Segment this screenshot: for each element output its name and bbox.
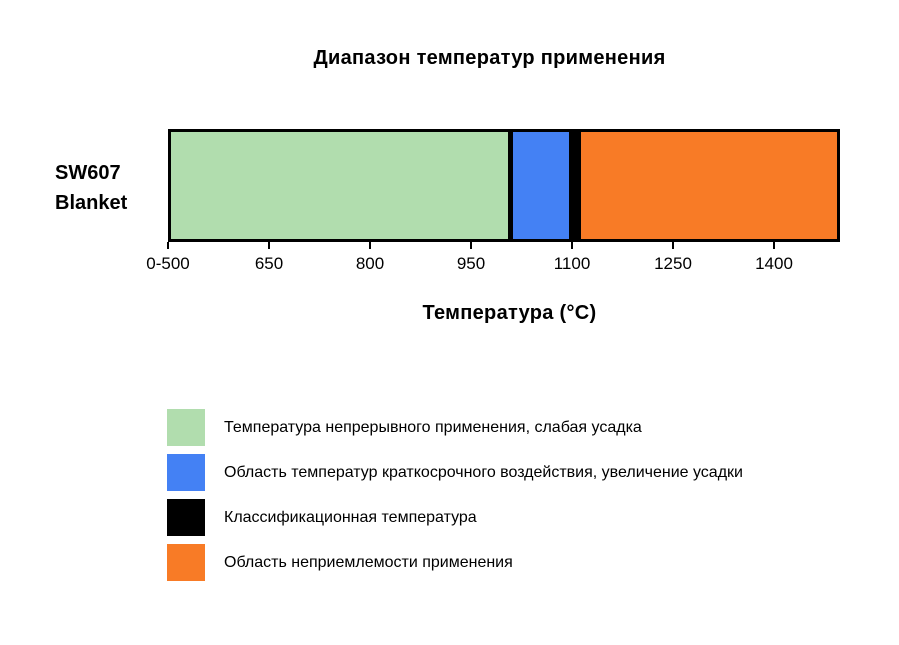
x-axis-title: Температура (°C)	[422, 302, 597, 324]
legend-swatch	[167, 499, 205, 536]
x-axis-tick-label: 0-500	[146, 254, 190, 273]
category-label: SW607 Blanket	[55, 162, 128, 214]
x-axis-tick	[470, 242, 472, 249]
legend-swatch	[167, 454, 205, 491]
x-axis-tick-label: 1400	[755, 254, 793, 273]
x-axis-tick-label: 800	[355, 254, 385, 273]
legend-label: Температура непрерывного применения, сла…	[224, 418, 642, 436]
chart-title: Диапазон температур применения	[313, 47, 666, 69]
legend-label: Классификационная температура	[224, 508, 477, 526]
temperature-range-bar	[168, 129, 840, 242]
x-axis-tick	[167, 242, 169, 249]
x-axis-tick	[268, 242, 270, 249]
legend-swatch	[167, 544, 205, 581]
legend-item: Область температур краткосрочного воздей…	[167, 454, 743, 491]
x-axis-tick	[672, 242, 674, 249]
bar-segment-marker	[569, 132, 581, 239]
legend-item: Классификационная температура	[167, 499, 743, 536]
x-axis-tick-label: 650	[254, 254, 284, 273]
x-axis-tick-label: 950	[456, 254, 486, 273]
x-axis-tick	[369, 242, 371, 249]
legend-swatch	[167, 409, 205, 446]
bar-segment-range	[507, 132, 575, 239]
bar-segments-container	[171, 132, 837, 239]
bar-segment-range	[575, 132, 837, 239]
x-axis-tick-label: 1100	[553, 254, 591, 273]
bar-segment-range	[171, 132, 508, 239]
legend-label: Область неприемлемости применения	[224, 553, 513, 571]
x-axis-tick	[571, 242, 573, 249]
x-axis-tick	[773, 242, 775, 249]
legend-item: Температура непрерывного применения, сла…	[167, 409, 743, 446]
x-axis-tick-label: 1250	[654, 254, 692, 273]
legend-label: Область температур краткосрочного воздей…	[224, 463, 743, 481]
legend-item: Область неприемлемости применения	[167, 544, 743, 581]
legend: Температура непрерывного применения, сла…	[167, 409, 743, 589]
